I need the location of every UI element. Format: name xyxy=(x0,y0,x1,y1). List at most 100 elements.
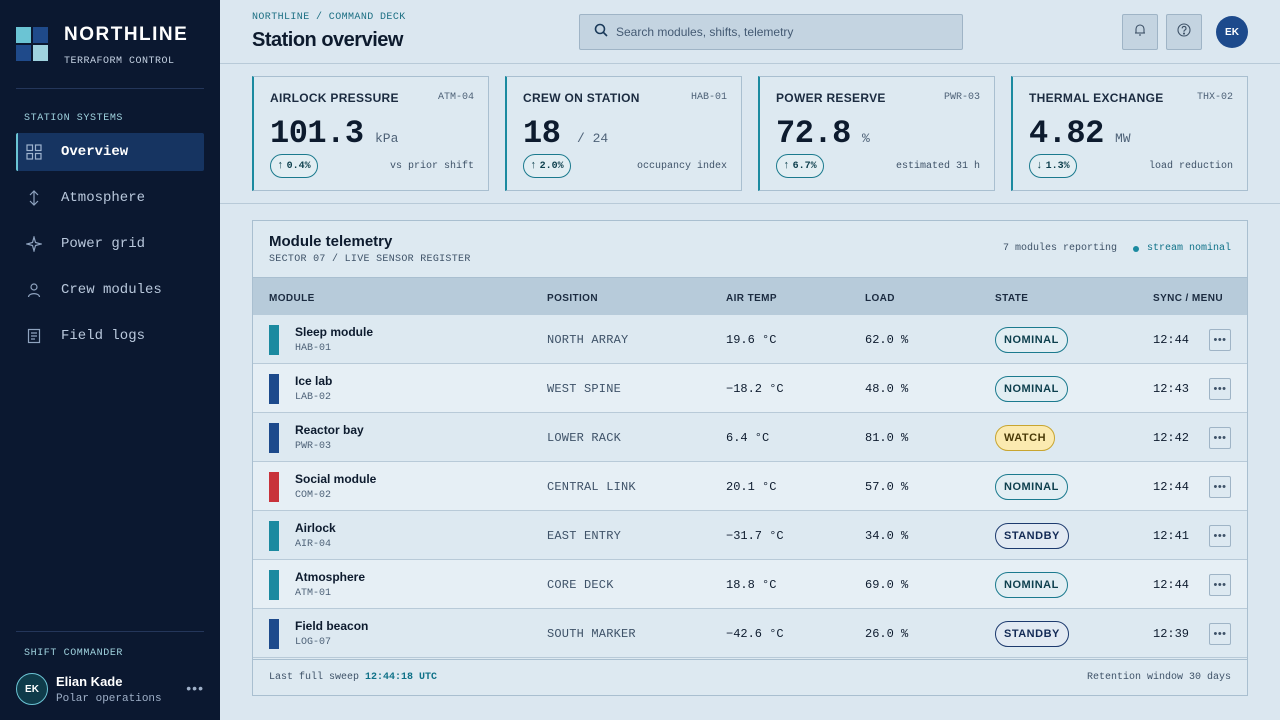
module-sync-time: 12:42 xyxy=(1153,431,1190,445)
commander-section-label: SHIFT COMMANDER xyxy=(24,648,124,659)
module-color-bar xyxy=(269,423,279,453)
module-sync-time: 12:43 xyxy=(1153,382,1190,396)
module-code: LAB-02 xyxy=(295,392,332,403)
sidebar-item-label: Power grid xyxy=(61,236,146,252)
module-position: NORTH ARRAY xyxy=(547,333,629,347)
user-avatar[interactable]: EK xyxy=(1216,16,1248,48)
sidebar-divider xyxy=(16,88,204,89)
module-position: SOUTH MARKER xyxy=(547,627,636,641)
metric-code: ATM-04 xyxy=(437,92,474,103)
panel-title: Module telemetry xyxy=(269,233,393,250)
module-name[interactable]: Field beacon xyxy=(295,619,369,633)
row-menu-button[interactable]: ••• xyxy=(1209,427,1231,449)
help-button[interactable] xyxy=(1166,14,1202,50)
column-header-load[interactable]: LOAD xyxy=(865,293,895,304)
table-row[interactable]: Reactor bay PWR-03 LOWER RACK 6.4 °C 81.0 % W… xyxy=(253,413,1247,462)
commander-card[interactable]: EK Elian Kade Polar operations ••• xyxy=(16,672,204,706)
row-menu-button[interactable]: ••• xyxy=(1209,329,1231,351)
row-menu-button[interactable]: ••• xyxy=(1209,574,1231,596)
metric-card-crew-on-station[interactable]: CREW ON STATION HAB-01 18 / 24 ↑ 2.0% occ… xyxy=(505,76,742,191)
module-name[interactable]: Social module xyxy=(295,472,377,486)
module-load: 69.0 % xyxy=(865,578,909,592)
table-row[interactable]: Airlock AIR-04 EAST ENTRY −31.7 °C 34.0 % STA… xyxy=(253,511,1247,560)
column-header-state[interactable]: STATE xyxy=(995,293,1029,304)
search-input[interactable] xyxy=(616,25,936,39)
metric-delta-badge: ↓ 1.3% xyxy=(1029,154,1077,178)
arrow-up-icon: ↑ xyxy=(277,160,284,172)
table-row[interactable]: Social module COM-02 CENTRAL LINK 20.1 °C 57… xyxy=(253,462,1247,511)
table-row[interactable]: Sleep module HAB-01 NORTH ARRAY 19.6 °C 62.0… xyxy=(253,315,1247,364)
row-menu-button[interactable]: ••• xyxy=(1209,525,1231,547)
module-code: HAB-01 xyxy=(295,343,332,354)
last-sweep-time: 12:44:18 UTC xyxy=(365,672,438,683)
document-icon xyxy=(26,328,42,344)
row-menu-button[interactable]: ••• xyxy=(1209,623,1231,645)
help-icon xyxy=(1177,22,1191,42)
search-bar[interactable] xyxy=(579,14,963,50)
status-badge: NOMINAL xyxy=(995,327,1068,353)
metric-value: 101.3 xyxy=(270,115,364,152)
status-badge: NOMINAL xyxy=(995,572,1068,598)
module-name[interactable]: Airlock xyxy=(295,521,336,535)
column-header-air-temp[interactable]: AIR TEMP xyxy=(726,293,777,304)
row-menu-button[interactable]: ••• xyxy=(1209,378,1231,400)
module-air-temp: 20.1 °C xyxy=(726,480,777,494)
sidebar: NORTHLINE TERRAFORM CONTROL STATION SYST… xyxy=(0,0,220,720)
commander-role: Polar operations xyxy=(56,692,162,705)
module-air-temp: 6.4 °C xyxy=(726,431,770,445)
sidebar-item-power-grid[interactable]: Power grid xyxy=(16,225,204,263)
column-header-position[interactable]: POSITION xyxy=(547,293,598,304)
breadcrumb[interactable]: NORTHLINE / COMMAND DECK xyxy=(252,12,406,23)
module-position: CENTRAL LINK xyxy=(547,480,636,494)
module-name[interactable]: Ice lab xyxy=(295,374,333,388)
metric-unit: / 24 xyxy=(577,131,609,146)
module-name[interactable]: Sleep module xyxy=(295,325,374,339)
more-icon[interactable]: ••• xyxy=(186,680,204,696)
notifications-button[interactable] xyxy=(1122,14,1158,50)
module-position: CORE DECK xyxy=(547,578,614,592)
status-badge: STANDBY xyxy=(995,523,1069,549)
metric-delta-badge: ↑ 2.0% xyxy=(523,154,571,178)
sidebar-item-overview[interactable]: Overview xyxy=(16,133,204,171)
sidebar-item-crew-modules[interactable]: Crew modules xyxy=(16,271,204,309)
column-header-sync-menu[interactable]: SYNC / MENU xyxy=(1153,293,1223,304)
metric-card-power-reserve[interactable]: POWER RESERVE PWR-03 72.8 % ↑ 6.7% estima… xyxy=(758,76,995,191)
metric-card-airlock-pressure[interactable]: AIRLOCK PRESSURE ATM-04 101.3 kPa ↑ 0.4% … xyxy=(252,76,489,191)
sidebar-divider xyxy=(16,631,204,632)
module-load: 26.0 % xyxy=(865,627,909,641)
module-sync-time: 12:44 xyxy=(1153,480,1190,494)
sidebar-item-label: Atmosphere xyxy=(61,190,146,206)
module-color-bar xyxy=(269,521,279,551)
module-name[interactable]: Atmosphere xyxy=(295,570,366,584)
search-icon xyxy=(594,23,608,42)
sidebar-nav: Overview Atmosphere Power grid Crew modu… xyxy=(16,133,204,363)
table-row[interactable]: Atmosphere ATM-01 CORE DECK 18.8 °C 69.0 % NO… xyxy=(253,560,1247,609)
brand-subtitle: TERRAFORM CONTROL xyxy=(64,56,175,67)
sidebar-item-field-logs[interactable]: Field logs xyxy=(16,317,204,355)
table-row[interactable]: Field beacon LOG-07 SOUTH MARKER −42.6 °C 26… xyxy=(253,609,1247,658)
module-telemetry-panel: Module telemetry SECTOR 07 / LIVE SENSOR… xyxy=(252,220,1248,696)
module-color-bar xyxy=(269,325,279,355)
row-menu-button[interactable]: ••• xyxy=(1209,476,1231,498)
table-body: Sleep module HAB-01 NORTH ARRAY 19.6 °C 62.0… xyxy=(253,315,1247,658)
table-row[interactable]: Ice lab LAB-02 WEST SPINE −18.2 °C 48.0 % NOM… xyxy=(253,364,1247,413)
module-load: 57.0 % xyxy=(865,480,909,494)
metric-delta: 6.7% xyxy=(792,160,817,172)
sidebar-item-atmosphere[interactable]: Atmosphere xyxy=(16,179,204,217)
retention-window: Retention window 30 days xyxy=(1086,672,1231,683)
metric-code: THX-02 xyxy=(1196,92,1233,103)
atmosphere-icon xyxy=(26,190,42,206)
brand[interactable]: NORTHLINE TERRAFORM CONTROL xyxy=(16,24,189,67)
column-header-module[interactable]: MODULE xyxy=(269,293,315,304)
metric-card-thermal-exchange[interactable]: THERMAL EXCHANGE THX-02 4.82 MW ↓ 1.3% lo… xyxy=(1011,76,1248,191)
module-load: 62.0 % xyxy=(865,333,909,347)
status-badge: STANDBY xyxy=(995,621,1069,647)
brand-name: NORTHLINE xyxy=(64,24,189,45)
grid-icon xyxy=(26,144,42,160)
arrow-down-icon: ↓ xyxy=(1036,160,1043,172)
metric-note: vs prior shift xyxy=(389,161,474,172)
metric-unit: MW xyxy=(1115,131,1131,146)
module-code: COM-02 xyxy=(295,490,332,501)
metric-delta: 0.4% xyxy=(286,160,311,172)
module-name[interactable]: Reactor bay xyxy=(295,423,364,437)
